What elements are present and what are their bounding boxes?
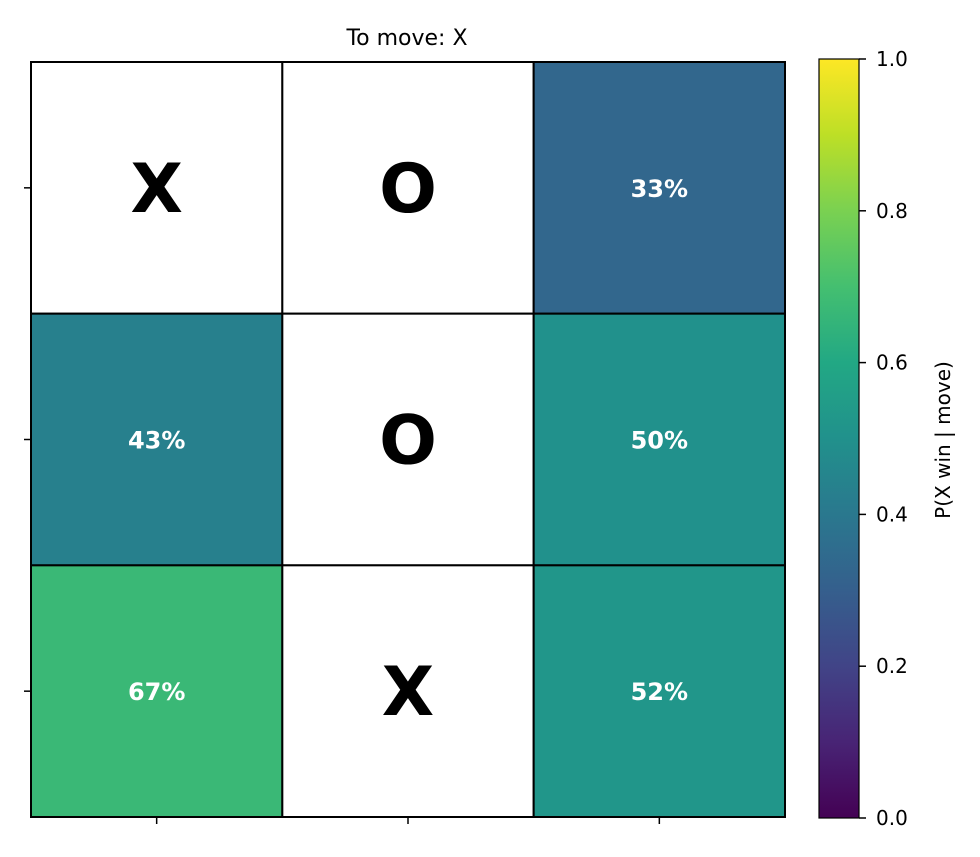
board-cell [281,564,535,818]
colorbar-tick-label: 0.4 [876,502,908,526]
board-piece: O [379,402,437,481]
win-probability-label: 43% [128,427,185,455]
board-cell [281,312,535,567]
colorbar-tick-label: 1.0 [876,47,908,71]
colorbar-tick-label: 0.6 [876,351,908,375]
board-cell [30,61,284,315]
board-piece: X [382,653,434,732]
win-probability-label: 52% [631,678,688,706]
board-cell [532,312,787,567]
colorbar-tick-label: 0.2 [876,654,908,678]
win-probability-label: 33% [631,175,688,203]
board-cell [281,61,535,315]
board-piece: O [379,150,437,229]
chart-title: To move: X [345,26,467,51]
board-piece: X [130,150,182,229]
board-cell [30,312,284,567]
axis-ticks [24,187,661,824]
colorbar-ticks: 0.0 0.2 0.4 0.6 0.8 1.0 [859,47,908,830]
win-probability-label: 67% [128,678,185,706]
colorbar-label: P(X win | move) [931,361,955,519]
colorbar-tick-label: 0.0 [876,806,908,830]
board-frame [30,61,786,818]
colorbar-tick-label: 0.8 [876,199,908,223]
board-cells: X O 33% 43% O 50% 67% X 52% [30,61,787,818]
colorbar [818,58,860,819]
win-probability-label: 50% [631,427,688,455]
